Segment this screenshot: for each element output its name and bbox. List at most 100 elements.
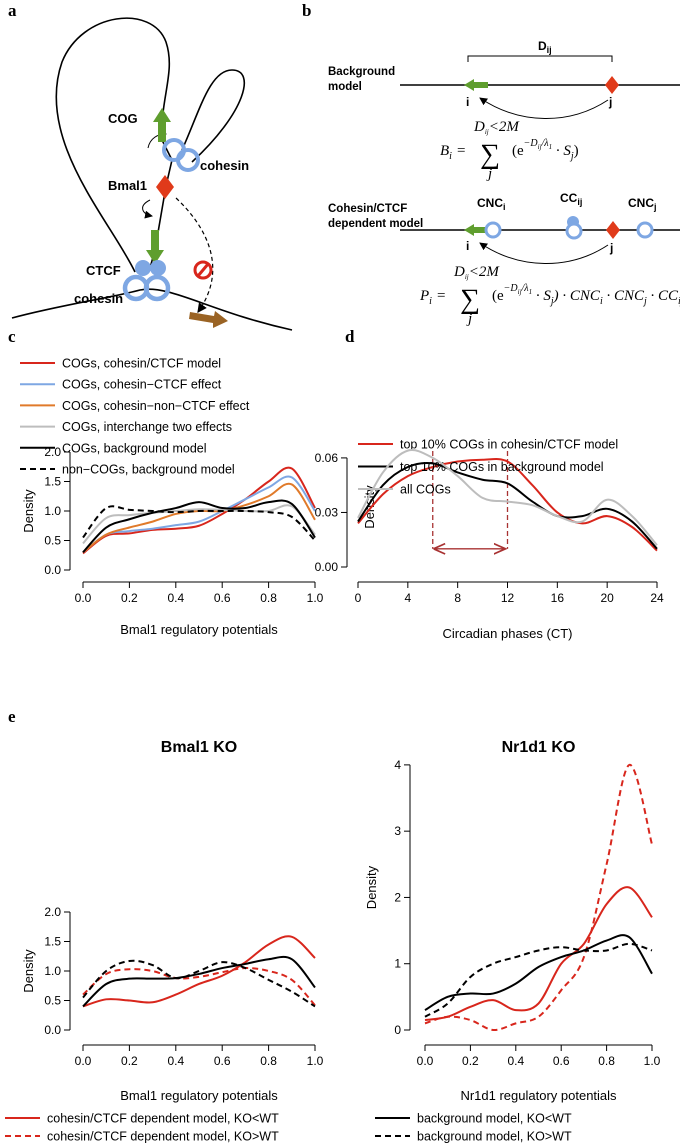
y-axis-label: Density xyxy=(21,949,36,993)
chromatin-fiber xyxy=(181,69,246,163)
chart: 0.0 0.2 0.4 0.6 0.8 1.0 0 1 2 3 4 Nr1d1 regulatory … xyxy=(364,739,661,1103)
label: i xyxy=(466,95,469,109)
line-series xyxy=(82,955,316,1008)
formula-part: ) · CNC xyxy=(553,288,601,304)
blocked-symbol xyxy=(196,263,210,277)
line-series xyxy=(82,959,316,1008)
line-series xyxy=(424,934,653,1011)
y-axis-label: Density xyxy=(364,865,379,909)
label: j xyxy=(609,241,613,255)
formula: Dij<2M xyxy=(473,119,520,136)
label: cohesin xyxy=(200,158,249,173)
legend-label: top 10% COGs in cohesin/CTCF model xyxy=(400,438,618,452)
line-series xyxy=(82,504,316,545)
x-tick-label: 0.8 xyxy=(598,1054,615,1068)
label: CNC xyxy=(477,196,503,210)
label: CNC xyxy=(628,196,654,210)
chromatin-fiber xyxy=(55,17,173,273)
x-tick-label: 0.8 xyxy=(260,591,277,605)
legend-label: COGs, cohesin−non−CTCF effect xyxy=(62,399,250,413)
curved-arrow xyxy=(142,199,153,219)
chart: 0.0 0.2 0.4 0.6 0.8 1.0 0.0 0.5 1.0 1.5 2.0 Bmal1 r… xyxy=(5,739,572,1143)
x-tick-label: 0.4 xyxy=(167,591,184,605)
model-diagram: Background model Dij i j Bi = ∑ Dij<2M j … xyxy=(328,39,680,327)
y-tick-label: 1 xyxy=(394,957,401,971)
label: ij xyxy=(577,197,582,207)
line-series xyxy=(357,449,658,546)
label: i xyxy=(503,202,506,212)
formula: Pi = xyxy=(419,288,445,307)
x-tick-label: 1.0 xyxy=(307,1054,324,1068)
chart-title: Nr1d1 KO xyxy=(502,739,576,756)
formula-part: i xyxy=(449,151,452,162)
formula-part: j xyxy=(642,296,647,307)
x-tick-label: 0.2 xyxy=(462,1054,479,1068)
x-tick-label: 0 xyxy=(355,591,362,605)
label: Background xyxy=(328,66,395,78)
panel-label: c xyxy=(8,327,16,346)
formula-part: · S xyxy=(532,288,551,304)
panel-label: e xyxy=(8,707,16,726)
formula-part: i xyxy=(429,296,432,307)
y-tick-label: 1.5 xyxy=(44,935,61,949)
legend-label: COGs, cohesin−CTCF effect xyxy=(62,378,222,392)
formula-part: <2M xyxy=(489,119,521,135)
legend-label: cohesin/CTCF dependent model, KO>WT xyxy=(47,1130,279,1143)
legend-label: background model, KO<WT xyxy=(417,1112,572,1126)
chart-title: Bmal1 KO xyxy=(161,739,237,756)
x-axis-label: Bmal1 regulatory potentials xyxy=(120,1088,278,1103)
x-tick-label: 0.4 xyxy=(167,1054,184,1068)
cohesin-ring xyxy=(565,222,583,240)
formula-part: ij xyxy=(538,143,542,151)
chromatin-fiber xyxy=(11,288,293,331)
formula-part: = xyxy=(457,143,465,159)
label: CTCF xyxy=(86,263,121,278)
label: CNCi xyxy=(477,196,506,212)
formula-part: D xyxy=(473,119,485,135)
gene-arrow xyxy=(146,230,164,264)
y-tick-label: 0.0 xyxy=(44,1023,61,1037)
y-tick-label: 0.5 xyxy=(44,534,61,548)
label: cohesin xyxy=(74,291,123,306)
line-series xyxy=(82,499,316,553)
y-tick-label: 0 xyxy=(394,1023,401,1037)
target-gene-arrow xyxy=(189,311,228,328)
label: Cohesin/CTCF xyxy=(328,203,407,215)
bmal1-site xyxy=(606,221,620,239)
x-axis-label: Nr1d1 regulatory potentials xyxy=(460,1088,617,1103)
formula-part: = xyxy=(437,288,445,304)
gene-arrow xyxy=(464,224,488,236)
x-axis-label: Circadian phases (CT) xyxy=(442,626,572,641)
label: CNCj xyxy=(628,196,657,212)
formula: Dij<2M xyxy=(453,264,500,281)
panel-label: d xyxy=(345,327,355,346)
formula: Bi = xyxy=(440,143,465,162)
formula-part: B xyxy=(440,143,449,159)
cohesin-ring xyxy=(122,274,150,302)
y-tick-label: 0.5 xyxy=(44,994,61,1008)
line-series xyxy=(82,475,316,554)
legend-label: background model, KO>WT xyxy=(417,1130,572,1143)
x-tick-label: 0.8 xyxy=(260,1054,277,1068)
line-series xyxy=(82,505,316,542)
y-tick-label: 1.0 xyxy=(44,964,61,978)
label: Dij xyxy=(538,39,552,55)
x-tick-label: 20 xyxy=(600,591,614,605)
formula-part: j xyxy=(569,151,574,162)
gene-arrow xyxy=(464,79,488,91)
x-tick-label: 16 xyxy=(551,591,565,605)
label: CC xyxy=(560,191,578,205)
formula-part: (e xyxy=(512,143,524,159)
formula-part: ij xyxy=(465,273,469,281)
line-series xyxy=(357,462,658,550)
y-tick-label: 0.00 xyxy=(315,560,339,574)
panel-label: b xyxy=(302,1,311,20)
formula-part: · CNC xyxy=(603,288,645,304)
y-tick-label: 4 xyxy=(394,758,401,772)
formula-part: · S xyxy=(552,143,571,159)
y-tick-label: 0.0 xyxy=(44,563,61,577)
y-tick-label: 0.03 xyxy=(315,505,339,519)
x-axis-label: Bmal1 regulatory potentials xyxy=(120,622,278,637)
x-tick-label: 0.0 xyxy=(417,1054,434,1068)
x-tick-label: 8 xyxy=(454,591,461,605)
